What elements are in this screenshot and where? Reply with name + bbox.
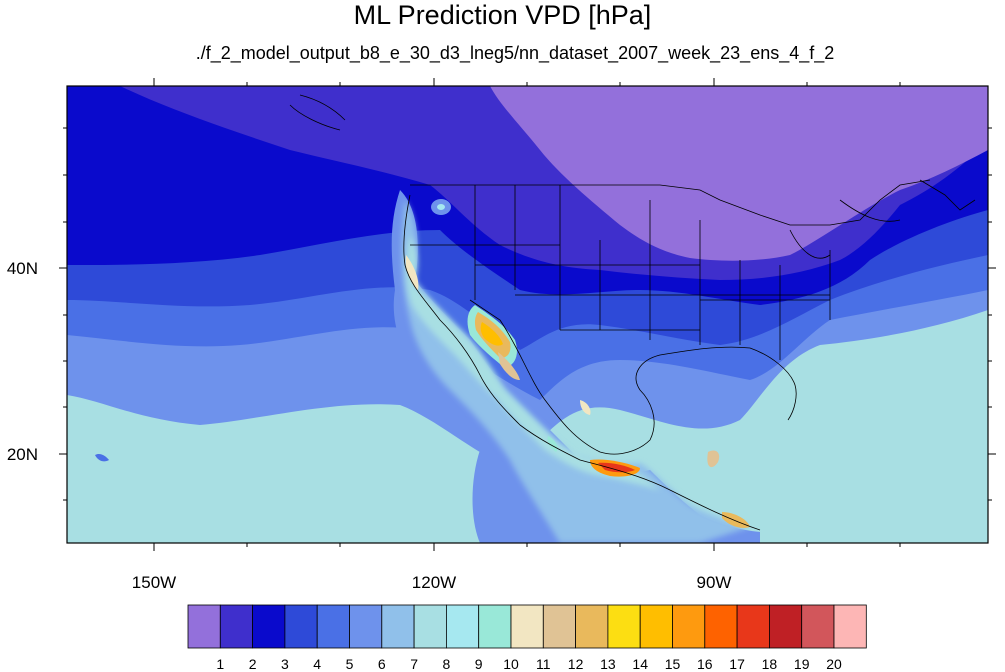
colorbar-swatch-3 bbox=[284, 604, 318, 649]
colorbar-swatch-8 bbox=[445, 604, 480, 649]
colorbar-swatch-6 bbox=[381, 604, 415, 649]
vpd-field bbox=[67, 86, 988, 543]
colorbar-label: 6 bbox=[378, 656, 386, 672]
map-title: ML Prediction VPD [hPa] bbox=[353, 0, 652, 30]
colorbar-swatch-5 bbox=[349, 604, 383, 649]
lon-label-90w: 90W bbox=[697, 573, 732, 592]
colorbar-label: 12 bbox=[568, 656, 584, 672]
colorbar-swatch-9 bbox=[478, 604, 512, 649]
colorbar-swatch-2 bbox=[252, 604, 286, 649]
colorbar-swatch-15 bbox=[672, 604, 706, 649]
colorbar-swatch-13 bbox=[607, 604, 641, 649]
colorbar-label: 20 bbox=[826, 656, 842, 672]
lon-label-120w: 120W bbox=[412, 573, 456, 592]
colorbar-label: 13 bbox=[600, 656, 616, 672]
colorbar-swatch-17 bbox=[736, 604, 770, 649]
colorbar-swatch-10 bbox=[510, 604, 544, 649]
map-subtitle: ./f_2_model_output_b8_e_30_d3_lneg5/nn_d… bbox=[195, 43, 835, 63]
colorbar-swatch-14 bbox=[639, 604, 673, 649]
colorbar-label: 10 bbox=[503, 656, 519, 672]
colorbar-label: 18 bbox=[762, 656, 778, 672]
colorbar-swatch-16 bbox=[704, 604, 738, 649]
colorbar-label: 5 bbox=[346, 656, 354, 672]
colorbar: 1 2 3 4 5 6 7 8 9 10 11 12 13 14 15 16 17 18 19 20 bbox=[187, 604, 867, 672]
colorbar-label: 11 bbox=[536, 656, 551, 672]
coastline-borders bbox=[289, 94, 976, 531]
colorbar-label: 3 bbox=[281, 656, 289, 672]
colorbar-label: 19 bbox=[794, 656, 810, 672]
lat-label-40n: 40N bbox=[7, 259, 38, 278]
axis-ticks bbox=[59, 78, 996, 551]
lon-label-150w: 150W bbox=[132, 573, 176, 592]
colorbar-swatch-7 bbox=[413, 604, 447, 649]
lat-label-20n: 20N bbox=[7, 445, 38, 464]
colorbar-label: 14 bbox=[632, 656, 648, 672]
colorbar-label: 15 bbox=[665, 656, 681, 672]
colorbar-label: 2 bbox=[249, 656, 257, 672]
colorbar-swatch-4 bbox=[316, 604, 350, 649]
colorbar-swatch-1 bbox=[219, 604, 254, 649]
colorbar-swatch-18 bbox=[769, 604, 803, 649]
colorbar-label: 4 bbox=[313, 656, 321, 672]
colorbar-swatch-11 bbox=[542, 604, 576, 649]
colorbar-label: 16 bbox=[697, 656, 713, 672]
colorbar-label: 17 bbox=[729, 656, 745, 672]
colorbar-swatch-0 bbox=[187, 604, 221, 649]
colorbar-label: 1 bbox=[216, 656, 224, 672]
colorbar-label: 9 bbox=[475, 656, 483, 672]
colorbar-swatch-19 bbox=[801, 604, 835, 649]
colorbar-swatch-12 bbox=[575, 604, 609, 649]
colorbar-swatch-20 bbox=[833, 604, 867, 649]
colorbar-label: 7 bbox=[410, 656, 418, 672]
colorbar-label: 8 bbox=[443, 656, 451, 672]
